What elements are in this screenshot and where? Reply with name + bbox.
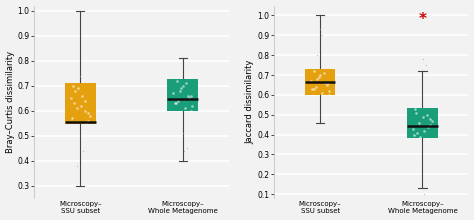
Point: [310, 69, 318, 73]
Point: [82, 121, 90, 125]
Point: [170, 91, 177, 95]
Bar: [305, 69, 336, 95]
Point: [81, 109, 89, 112]
Point: [74, 86, 82, 90]
Point: [320, 71, 328, 75]
Point: [326, 89, 333, 93]
Point: [173, 101, 180, 105]
Point: [423, 113, 430, 117]
Bar: [167, 79, 198, 111]
Point: [181, 106, 189, 110]
Point: [72, 89, 79, 92]
Point: [184, 94, 191, 97]
Point: [73, 106, 81, 110]
Point: [176, 89, 183, 92]
Point: [76, 74, 83, 77]
Bar: [65, 83, 96, 124]
Point: [171, 101, 179, 105]
Point: [420, 192, 428, 196]
Point: [79, 149, 86, 152]
Point: [410, 133, 418, 136]
Point: [78, 94, 86, 97]
Point: [323, 83, 330, 87]
Point: [415, 121, 423, 125]
Point: [67, 96, 75, 100]
Point: [412, 111, 420, 115]
Point: [177, 86, 185, 90]
Point: [182, 81, 190, 85]
Point: [316, 73, 324, 77]
Point: [68, 116, 75, 120]
Point: [84, 111, 91, 115]
Point: [82, 99, 89, 102]
Point: [187, 109, 195, 112]
Point: [174, 99, 182, 102]
Point: [411, 107, 419, 111]
Bar: [407, 108, 438, 138]
Point: [319, 91, 326, 95]
Point: [424, 137, 431, 140]
Point: [420, 129, 428, 132]
Y-axis label: Jaccard dissimilarity: Jaccard dissimilarity: [246, 60, 255, 144]
Point: [179, 84, 186, 87]
Point: [414, 131, 421, 134]
Point: [307, 79, 315, 83]
Point: [309, 87, 316, 91]
Point: [315, 75, 322, 79]
Point: [428, 119, 436, 123]
Point: [70, 101, 78, 105]
Point: [325, 93, 333, 97]
Point: [188, 104, 196, 107]
Point: [187, 94, 194, 97]
Point: [181, 149, 188, 152]
Point: [324, 81, 332, 85]
Point: [86, 114, 93, 117]
Point: [185, 96, 193, 100]
Point: [313, 77, 321, 81]
Point: [417, 135, 424, 138]
Point: [410, 127, 417, 130]
Text: *: *: [419, 11, 427, 27]
Point: [427, 123, 434, 126]
Point: [419, 115, 427, 119]
Point: [84, 119, 92, 122]
Point: [422, 63, 430, 67]
Point: [77, 104, 85, 107]
Point: [179, 131, 187, 135]
Point: [321, 81, 329, 85]
Point: [312, 85, 319, 89]
Point: [319, 34, 326, 37]
Point: [426, 117, 433, 121]
Point: [316, 28, 323, 31]
Point: [173, 79, 181, 82]
Point: [73, 164, 81, 167]
Point: [424, 125, 432, 128]
Y-axis label: Bray–Curtis dissimilarity: Bray–Curtis dissimilarity: [6, 51, 15, 153]
Point: [313, 53, 320, 57]
Point: [69, 84, 77, 87]
Point: [183, 146, 191, 150]
Point: [310, 87, 318, 91]
Point: [419, 57, 427, 61]
